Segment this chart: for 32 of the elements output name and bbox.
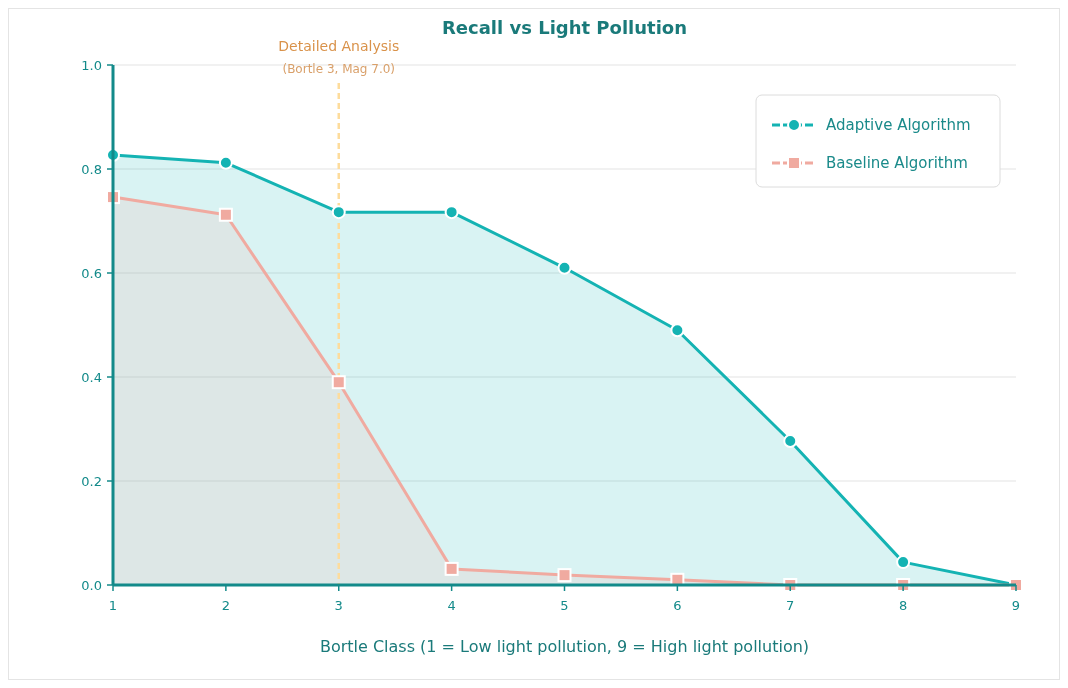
y-tick-label: 0.8 (81, 161, 102, 177)
x-tick-label: 1 (108, 598, 118, 613)
x-tick-label: 9 (1011, 598, 1021, 613)
point (783, 433, 798, 448)
point (331, 375, 346, 390)
chart-title: Recall vs Light Pollution (441, 17, 688, 38)
annotation: (Bortle 3, Mag 7.0) (282, 62, 396, 76)
point (331, 205, 346, 220)
point (444, 205, 459, 220)
y-tick-label: 0.6 (81, 265, 102, 281)
y-tick-label: 0.2 (81, 473, 102, 489)
point (218, 155, 233, 170)
x-tick-label: 5 (560, 598, 569, 613)
x-tick-label: 3 (334, 598, 343, 613)
y-tick-label: 1.0 (81, 57, 102, 73)
y-tick-label: 0.0 (81, 577, 102, 593)
legend-label: Adaptive Algorithm (826, 116, 971, 135)
x-tick-label: 4 (447, 598, 456, 613)
point (670, 323, 685, 338)
point (896, 555, 911, 570)
x-tick-label: 7 (786, 598, 795, 613)
x-axis-title: Bortle Class (1 = Low light pollution, 9 = High light pollution) (319, 637, 810, 656)
point (218, 207, 233, 222)
legend-label: Baseline Algorithm (826, 154, 968, 173)
point (444, 561, 459, 576)
ref-line-label: Detailed Analysis (278, 38, 400, 54)
point (557, 568, 572, 583)
point (557, 260, 572, 275)
x-tick-label: 6 (673, 598, 682, 613)
y-tick-label: 0.4 (81, 369, 102, 385)
x-tick-label: 8 (898, 598, 908, 613)
x-tick-label: 2 (221, 598, 231, 613)
